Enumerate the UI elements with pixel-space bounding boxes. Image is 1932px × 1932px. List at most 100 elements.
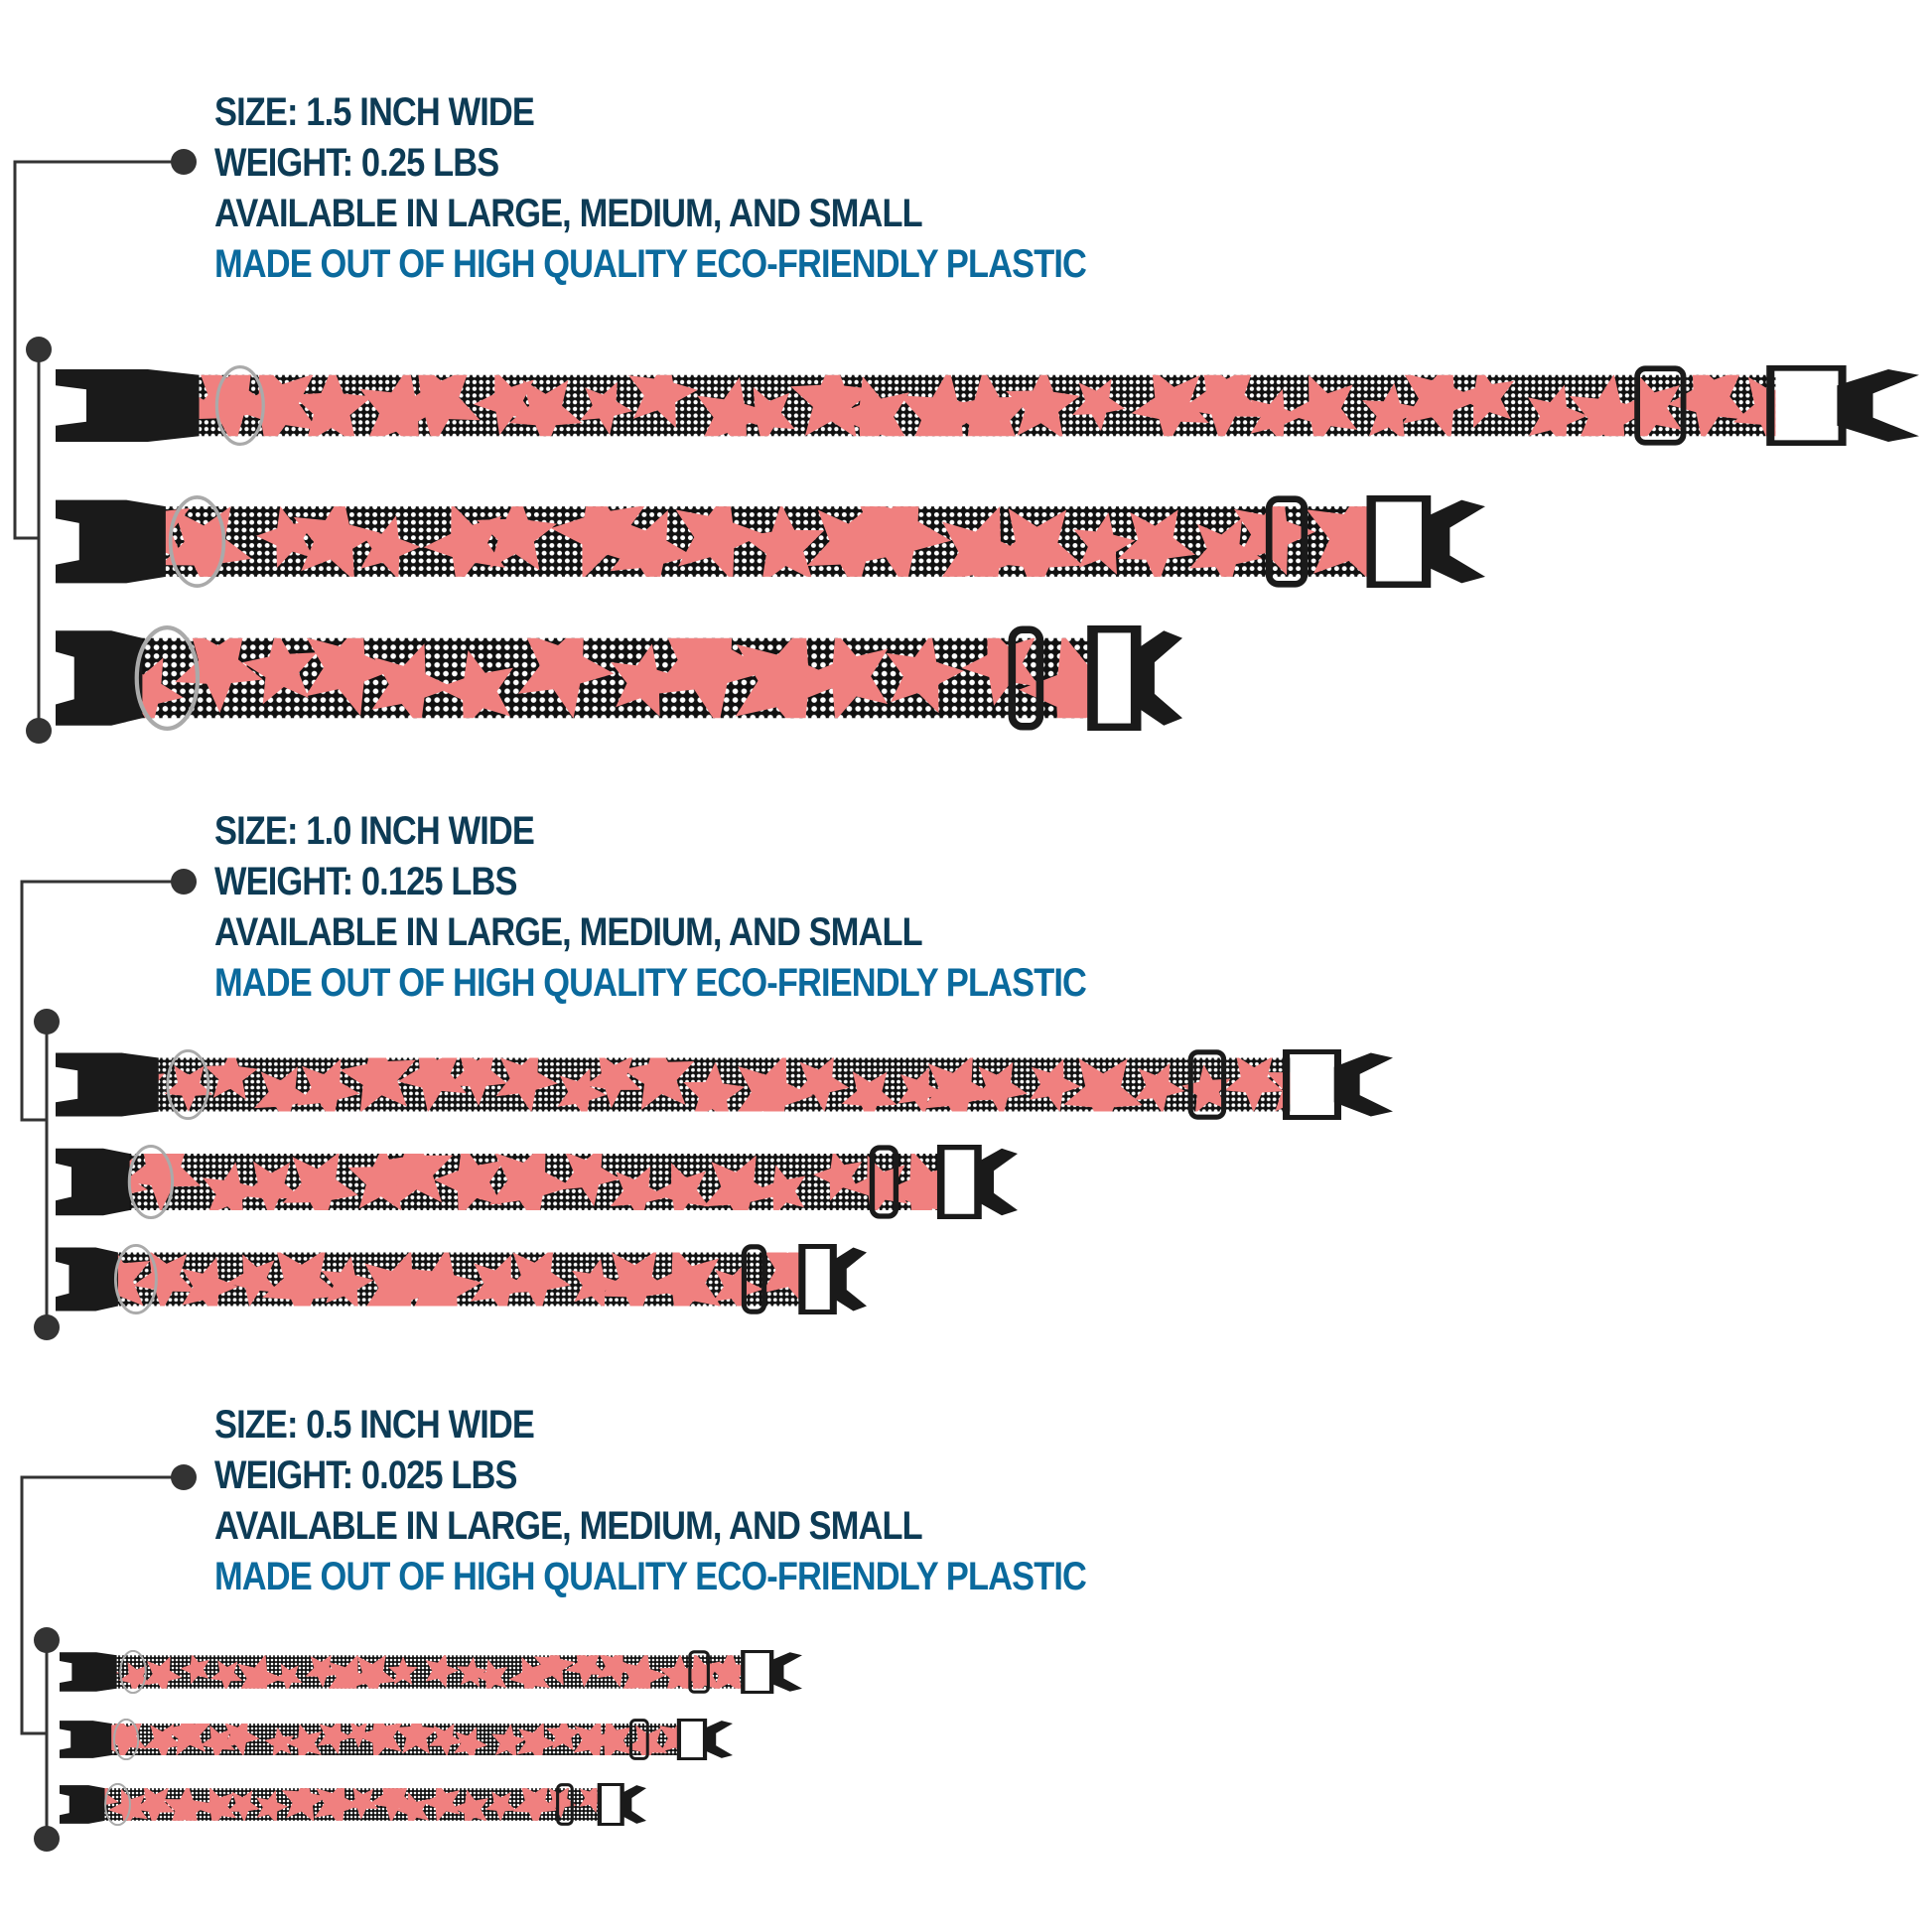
star-print [484, 1791, 517, 1821]
star-print [349, 1655, 397, 1689]
star-print [164, 1065, 213, 1112]
star-print [305, 637, 396, 716]
star-print [425, 1655, 460, 1689]
star-print [175, 637, 263, 713]
collar-1.5in-small [56, 625, 1182, 731]
buckle-male-prongs [769, 1652, 802, 1692]
star-print [296, 1058, 360, 1112]
star-print [470, 1254, 531, 1307]
star-print [508, 379, 583, 437]
star-print [358, 515, 421, 577]
buckle-female [60, 1785, 105, 1824]
spec-block-0.5-inch: SIZE: 0.5 INCH WIDE WEIGHT: 0.025 LBS AV… [214, 1400, 1087, 1602]
star-print [180, 1655, 209, 1685]
strap [129, 1057, 1291, 1112]
star-print [317, 1724, 353, 1755]
star-print [101, 1724, 147, 1755]
star-print [369, 1788, 416, 1821]
collar-0.5in-small [60, 1783, 646, 1826]
size-label: SIZE: 1.5 INCH WIDE [214, 90, 535, 134]
buckle-frame [1087, 625, 1142, 731]
star-print [543, 1788, 577, 1819]
star-print [203, 1162, 261, 1210]
collar-1.5in-large [56, 365, 1919, 446]
star-print [237, 1655, 284, 1689]
star-print [254, 1066, 314, 1112]
star-print [262, 1252, 343, 1307]
star-print [742, 506, 825, 577]
star-print [374, 1154, 454, 1206]
star-print [589, 1724, 632, 1755]
star-print [677, 1655, 722, 1689]
star-print [364, 1252, 439, 1307]
star-print [756, 1165, 806, 1210]
material-label: MADE OUT OF HIGH QUALITY ECO-FRIENDLY PL… [214, 1555, 1087, 1598]
star-print [652, 1163, 710, 1210]
star-print [1667, 374, 1748, 437]
star-print [133, 1788, 176, 1821]
star-print [516, 1724, 558, 1755]
star-print [397, 1057, 467, 1112]
star-print [1134, 1062, 1185, 1112]
star-print [619, 1655, 667, 1689]
star-print [1569, 374, 1649, 437]
buckle-frame [1366, 495, 1432, 588]
star-print [491, 1724, 527, 1755]
star-print [108, 1788, 148, 1821]
star-print [557, 1068, 607, 1112]
star-print [518, 637, 615, 719]
star-print [163, 1788, 210, 1821]
star-print [488, 1154, 573, 1210]
d-ring [112, 1719, 140, 1760]
star-print [1307, 506, 1376, 577]
star-print [504, 1252, 571, 1307]
star-print [345, 1788, 379, 1820]
star-print [1250, 388, 1304, 437]
buckle-female [60, 1652, 117, 1692]
strap [99, 1252, 805, 1307]
star-print [285, 1724, 323, 1755]
star-print [1180, 374, 1267, 437]
d-ring [214, 365, 265, 446]
star-print [123, 1154, 202, 1210]
star-print [580, 381, 633, 435]
buckle-male-prongs [703, 1721, 733, 1758]
star-print [161, 506, 252, 577]
star-print [675, 506, 764, 577]
star-print [610, 509, 693, 577]
star-print [205, 1057, 258, 1100]
star-print [433, 1154, 505, 1210]
star-print [989, 508, 1083, 577]
buckle-frame [798, 1244, 837, 1314]
star-print [533, 1655, 576, 1686]
star-print [1188, 517, 1262, 577]
star-print [240, 1161, 301, 1210]
star-print [314, 1788, 360, 1821]
star-print [897, 1067, 945, 1112]
star-print [321, 1256, 374, 1307]
buckle-female [56, 1148, 130, 1216]
star-print [454, 1726, 488, 1755]
strap [158, 374, 1776, 437]
star-print [395, 1792, 430, 1821]
weight-label: WEIGHT: 0.025 LBS [214, 1453, 517, 1497]
star-print [356, 1724, 402, 1755]
star-print [832, 376, 909, 437]
star-print [242, 637, 318, 705]
star-print [473, 374, 537, 436]
star-print [196, 1788, 237, 1821]
star-print [712, 1262, 763, 1307]
collar-0.5in-large [60, 1650, 802, 1694]
buckle-female [56, 1247, 118, 1311]
star-print [340, 1057, 416, 1112]
star-print [736, 386, 795, 437]
collar-1.0in-medium [56, 1145, 1018, 1219]
star-print [1732, 376, 1776, 437]
weight-label: WEIGHT: 0.25 LBS [214, 141, 499, 185]
collar-1.0in-large [56, 1049, 1393, 1120]
star-print [273, 1663, 303, 1689]
star-print [1403, 374, 1481, 437]
star-print [403, 1252, 483, 1307]
d-ring [166, 1049, 210, 1120]
